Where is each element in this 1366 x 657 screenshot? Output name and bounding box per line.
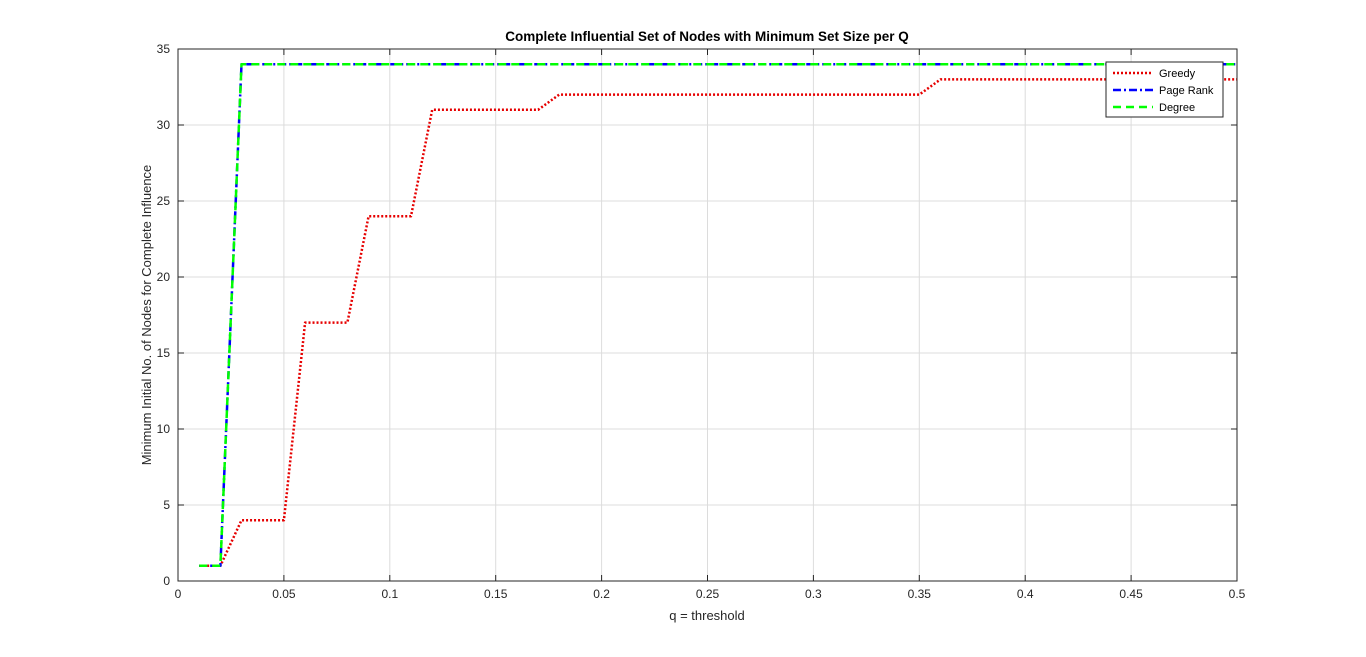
legend-label: Page Rank <box>1159 85 1214 97</box>
y-tick-label: 25 <box>157 194 171 208</box>
chart-title: Complete Influential Set of Nodes with M… <box>505 29 909 44</box>
series-line-degree <box>199 62 1237 568</box>
x-tick-label: 0.3 <box>805 587 822 601</box>
legend[interactable]: Greedy Page Rank Degree <box>1105 61 1224 118</box>
legend-entries: Greedy Page Rank Degree <box>1113 68 1214 114</box>
y-tick-label: 0 <box>163 574 170 588</box>
x-tick-label: 0.35 <box>908 587 932 601</box>
series-line-greedy <box>199 78 1237 568</box>
series-layer <box>199 62 1237 568</box>
x-tick-label: 0.05 <box>272 587 296 601</box>
y-tick-label: 15 <box>157 346 171 360</box>
x-tick-label: 0.2 <box>593 587 610 601</box>
legend-label: Degree <box>1159 102 1195 114</box>
y-axis-label: Minimum Initial No. of Nodes for Complet… <box>139 165 154 466</box>
y-tick-label: 20 <box>157 270 171 284</box>
y-tick-label: 10 <box>157 422 171 436</box>
x-tick-label: 0.45 <box>1119 587 1143 601</box>
y-tick-label: 35 <box>157 42 171 56</box>
y-tick-labels: 0 5 10 15 20 25 30 35 <box>157 42 171 588</box>
x-tick-label: 0.15 <box>484 587 508 601</box>
x-tick-label: 0 <box>175 587 182 601</box>
x-tick-labels: 0 0.05 0.1 0.15 0.2 0.25 0.3 0.35 0.4 0.45 0.5 <box>175 587 1246 601</box>
x-tick-label: 0.25 <box>696 587 720 601</box>
x-tick-label: 0.1 <box>381 587 398 601</box>
x-axis-label: q = threshold <box>669 608 745 623</box>
legend-label: Greedy <box>1159 68 1196 80</box>
y-tick-label: 30 <box>157 118 171 132</box>
x-tick-label: 0.5 <box>1229 587 1246 601</box>
y-tick-label: 5 <box>163 498 170 512</box>
ticks <box>177 48 1238 582</box>
grid-lines <box>178 49 1237 581</box>
x-tick-label: 0.4 <box>1017 587 1034 601</box>
